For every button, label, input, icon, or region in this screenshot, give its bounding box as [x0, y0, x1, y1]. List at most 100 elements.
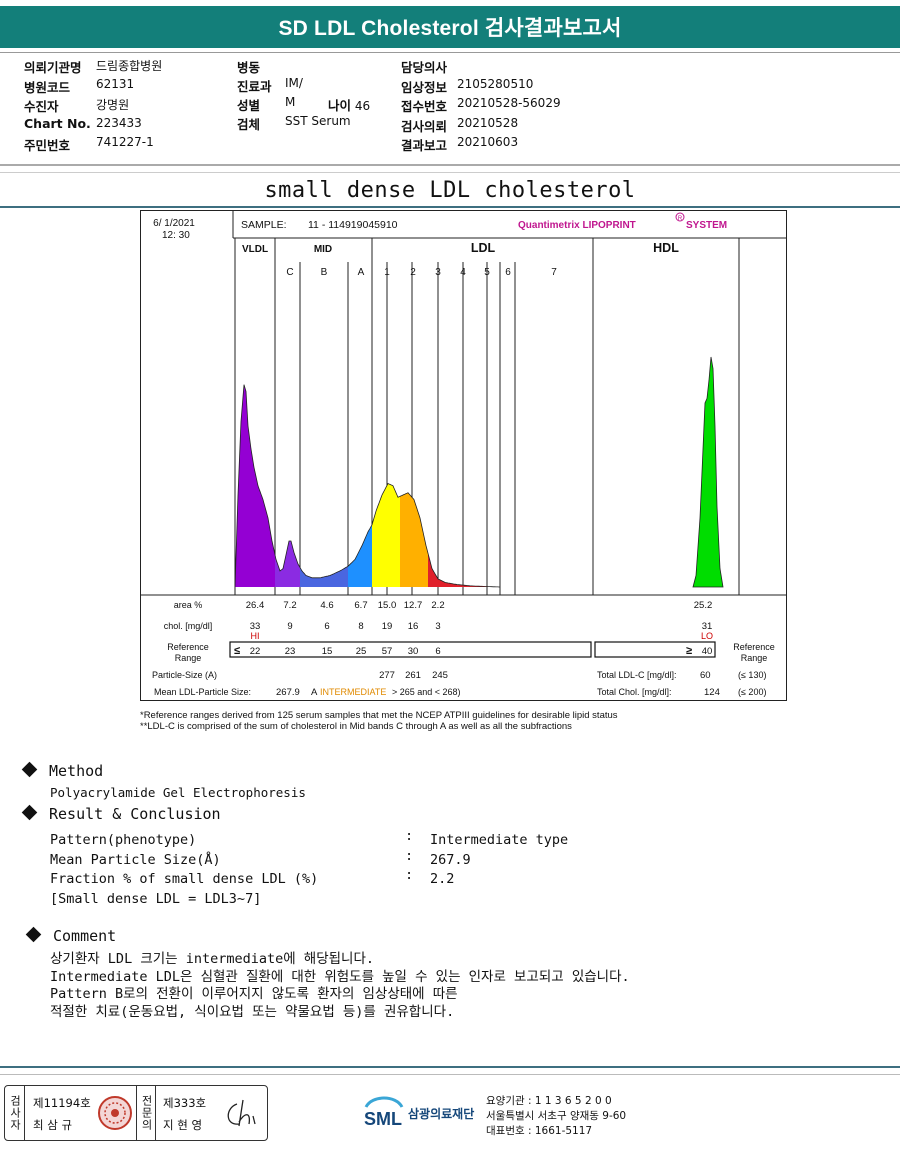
ref-value: 6 — [435, 646, 440, 657]
chol-value: 3 — [435, 621, 440, 632]
hdl-ref-value: 40 — [702, 646, 713, 657]
ref-value: 15 — [322, 646, 333, 657]
band-label: 2 — [410, 267, 416, 278]
hdl-chol-value: 31 — [702, 621, 713, 632]
result-label: Fraction % of small dense LDL (%) — [50, 871, 319, 887]
result-colon: : — [405, 828, 414, 844]
chol-value: 8 — [358, 621, 363, 632]
order-info-value: IM/ — [285, 76, 303, 90]
chol-value: 9 — [287, 621, 292, 632]
specialist-signature-icon — [227, 1099, 256, 1127]
report-info-label: 검사의뢰 — [401, 118, 448, 134]
patient-info-label: Chart No. — [24, 115, 91, 131]
mean-size-label: Mean LDL-Particle Size: — [154, 687, 251, 697]
band-label: 3 — [435, 267, 441, 278]
band-label: B — [321, 267, 328, 278]
order-info-value: SST Serum — [285, 114, 351, 128]
specialist-label: 전문의 — [136, 1086, 156, 1140]
patient-info-label: 수진자 — [24, 99, 59, 114]
patient-info-value: 741227-1 — [96, 135, 154, 149]
mean-size-unit: A — [311, 687, 318, 698]
sml-logo-icon: SML — [364, 1096, 404, 1129]
diamond-bullet-icon — [25, 926, 42, 943]
area-value: 6.7 — [354, 600, 367, 611]
particle-size-value: 261 — [405, 670, 421, 681]
comment-line: 상기환자 LDL 크기는 intermediate에 해당됩니다. — [50, 951, 375, 967]
section-divider — [0, 206, 900, 208]
ref-le-sign: ≤ — [234, 645, 240, 657]
band-area-6 — [428, 553, 500, 587]
ref-value: 25 — [356, 646, 367, 657]
hdl-ref-box — [594, 641, 716, 658]
ref-range-box — [229, 641, 592, 658]
band-area-4 — [372, 483, 400, 587]
report-info-value: 20210528 — [457, 115, 519, 130]
hdl-area-value: 25.2 — [694, 600, 713, 611]
chol-value: 19 — [382, 621, 393, 632]
result-colon: : — [405, 867, 414, 883]
result-value: 267.9 — [430, 851, 471, 868]
order-info-label: 진료과 — [237, 79, 272, 94]
hdl-ref-label-2: Range — [741, 653, 768, 663]
area-value: 12.7 — [404, 600, 423, 611]
patient-info-value: 강명원 — [96, 98, 130, 112]
section-title: small dense LDL cholesterol — [264, 178, 636, 203]
examiner-license: 제11194호 — [33, 1096, 91, 1110]
result-heading-text: Result & Conclusion — [49, 805, 221, 823]
info-divider — [0, 164, 900, 166]
report-info-value: 20210603 — [457, 135, 519, 149]
sample-label: SAMPLE: — [241, 219, 287, 231]
result-heading: Result & Conclusion — [21, 804, 221, 823]
total-ldl-ref: (≤ 130) — [738, 670, 766, 680]
order-info-field: 검체 SST Serum — [237, 114, 351, 133]
method-heading: Method — [21, 761, 103, 780]
org-name: 삼광의료재단 — [408, 1107, 475, 1121]
mean-size-value: 267.9 — [276, 687, 300, 698]
area-value: 7.2 — [283, 600, 296, 611]
chol-value: 6 — [324, 621, 329, 632]
footer-divider-2 — [0, 1074, 900, 1075]
result-colon: : — [405, 847, 414, 864]
patient-info-label: 주민번호 — [24, 138, 71, 153]
care-number: 요양기관 : 1 1 3 6 5 2 0 0 — [486, 1095, 612, 1107]
area-value: 15.0 — [378, 600, 397, 611]
report-title: SD LDL Cholesterol 검사결과보고서 — [0, 6, 900, 48]
band-label: 6 — [505, 267, 511, 278]
comment-heading-text: Comment — [53, 927, 117, 945]
particle-size-value: 277 — [379, 670, 395, 681]
order-info-label: 병동 — [237, 60, 261, 75]
comment-heading: Comment — [25, 926, 117, 945]
examiner-label: 검사자 — [5, 1086, 25, 1140]
patient-info-value: 62131 — [96, 76, 135, 91]
report-info-field: 담당의사 — [401, 57, 447, 76]
diamond-bullet-icon — [21, 761, 38, 778]
patient-info-label: 병원코드 — [24, 79, 71, 95]
order-info-value: M — [285, 95, 296, 109]
patient-info-value: 223433 — [96, 115, 142, 130]
brand-reg-icon — [675, 212, 685, 222]
ref-ge-sign: ≥ — [686, 645, 692, 657]
signature-box: 검사자 제11194호 최 삼 규 전문의 제333호 지 현 영 — [4, 1085, 268, 1141]
band-label: A — [358, 267, 365, 278]
band-label: C — [286, 267, 293, 278]
report-info-label: 결과보고 — [401, 138, 448, 153]
diamond-bullet-icon — [21, 804, 38, 821]
age-value: 46 — [354, 99, 371, 113]
total-ldl-value: 60 — [700, 670, 711, 681]
examiner-name: 최 삼 규 — [33, 1118, 73, 1132]
report-info-field: 임상정보 2105280510 — [401, 77, 533, 96]
band-area-0 — [235, 384, 275, 587]
patient-info-field: 병원코드 62131 — [24, 77, 134, 96]
group-label: VLDL — [242, 244, 268, 255]
sml-logo: SML 삼광의료재단 — [362, 1093, 482, 1133]
band-label: 1 — [384, 267, 390, 278]
info-divider-2 — [0, 172, 900, 173]
ref-value: 57 — [382, 646, 393, 657]
order-info-field: 성별 M — [237, 95, 295, 114]
result-label: Mean Particle Size(Å) — [50, 851, 221, 868]
order-info-label: 성별 — [237, 98, 261, 113]
comment-line: Pattern B로의 전환이 이루어지지 않도록 환자의 임상상태에 따른 — [50, 986, 458, 1002]
brand-name: Quantimetrix LIPOPRINT — [518, 220, 636, 231]
result-label: Pattern(phenotype) — [50, 832, 197, 848]
